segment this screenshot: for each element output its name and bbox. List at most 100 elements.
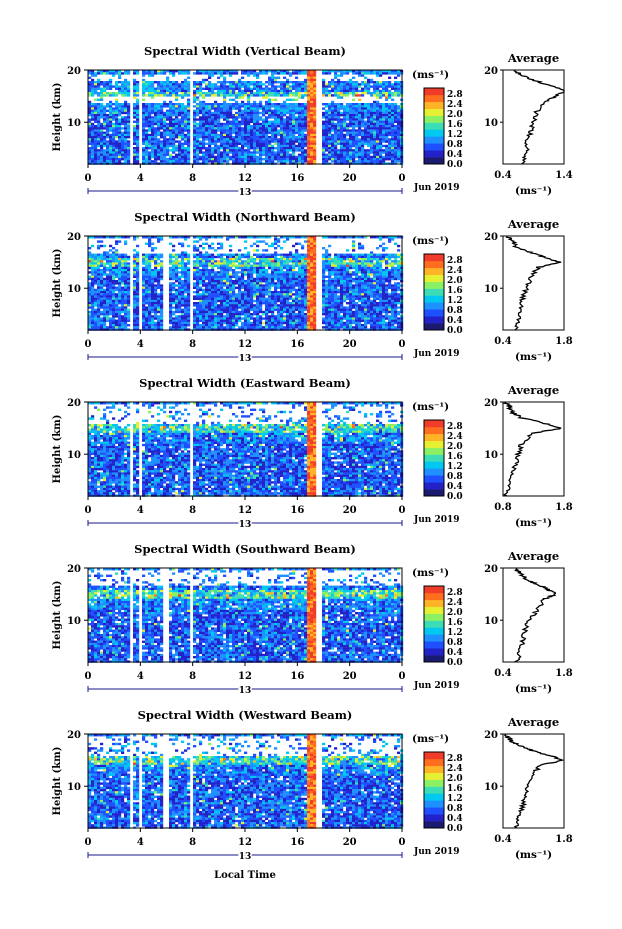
heatmap-cell bbox=[214, 103, 217, 105]
heatmap-cell bbox=[109, 143, 112, 145]
heatmap-cell bbox=[106, 81, 109, 83]
heatmap-cell bbox=[100, 158, 103, 160]
heatmap-cell bbox=[238, 138, 241, 140]
heatmap-cell bbox=[199, 151, 202, 153]
heatmap-cell bbox=[115, 116, 118, 118]
heatmap-cell bbox=[121, 116, 124, 118]
heatmap-cell bbox=[175, 149, 178, 151]
heatmap-cell bbox=[202, 147, 205, 149]
heatmap-cell bbox=[91, 143, 94, 145]
heatmap-cell bbox=[205, 143, 208, 145]
heatmap-cell bbox=[196, 96, 199, 98]
heatmap-cell bbox=[106, 158, 109, 160]
heatmap-cell bbox=[187, 83, 190, 85]
heatmap-cell bbox=[223, 123, 226, 125]
heatmap-cell bbox=[223, 103, 226, 105]
heatmap-cell bbox=[94, 156, 97, 158]
heatmap-cell bbox=[199, 156, 202, 158]
heatmap-cell bbox=[220, 81, 223, 83]
heatmap-cell bbox=[112, 116, 115, 118]
heatmap-cell bbox=[244, 151, 247, 153]
heatmap-cell bbox=[187, 114, 190, 116]
heatmap-cell bbox=[136, 140, 139, 142]
heatmap-cell bbox=[148, 83, 151, 85]
heatmap-cell bbox=[97, 123, 100, 125]
heatmap-cell bbox=[157, 83, 160, 85]
heatmap-cell bbox=[103, 145, 106, 147]
heatmap-cell bbox=[172, 143, 175, 145]
heatmap-cell bbox=[235, 129, 238, 131]
heatmap-cell bbox=[94, 149, 97, 151]
heatmap-cell bbox=[235, 156, 238, 158]
heatmap-cell bbox=[181, 160, 184, 162]
heatmap-cell bbox=[133, 94, 136, 96]
heatmap-cell bbox=[202, 138, 205, 140]
heatmap-cell bbox=[91, 147, 94, 149]
heatmap-cell bbox=[148, 88, 151, 90]
heatmap-cell bbox=[193, 72, 196, 74]
heatmap-cell bbox=[229, 110, 232, 112]
heatmap-cell bbox=[103, 72, 106, 74]
heatmap-cell bbox=[178, 83, 181, 85]
heatmap-cell bbox=[151, 123, 154, 125]
heatmap-cell bbox=[217, 138, 220, 140]
heatmap-cell bbox=[211, 103, 214, 105]
heatmap-cell bbox=[172, 103, 175, 105]
heatmap-cell bbox=[223, 77, 226, 79]
heatmap-cell bbox=[157, 118, 160, 120]
heatmap-cell bbox=[217, 125, 220, 127]
heatmap-cell bbox=[208, 114, 211, 116]
heatmap-cell bbox=[196, 92, 199, 94]
heatmap-cell bbox=[181, 127, 184, 129]
heatmap-cell bbox=[175, 136, 178, 138]
heatmap-cell bbox=[247, 94, 250, 96]
heatmap-cell bbox=[160, 145, 163, 147]
heatmap-cell bbox=[223, 105, 226, 107]
heatmap-cell bbox=[151, 121, 154, 123]
heatmap-cell bbox=[154, 145, 157, 147]
heatmap-cell bbox=[244, 149, 247, 151]
heatmap-cell bbox=[202, 140, 205, 142]
heatmap-cell bbox=[229, 158, 232, 160]
heatmap-cell bbox=[133, 151, 136, 153]
heatmap-cell bbox=[232, 121, 235, 123]
heatmap-cell bbox=[235, 83, 238, 85]
heatmap-cell bbox=[211, 92, 214, 94]
heatmap-cell bbox=[109, 129, 112, 131]
heatmap-cell bbox=[103, 94, 106, 96]
heatmap-cell bbox=[142, 143, 145, 145]
heatmap-cell bbox=[142, 125, 145, 127]
heatmap-cell bbox=[187, 121, 190, 123]
heatmap-cell bbox=[250, 72, 253, 74]
heatmap-cell bbox=[196, 129, 199, 131]
heatmap-cell bbox=[151, 145, 154, 147]
heatmap-cell bbox=[247, 147, 250, 149]
heatmap-cell bbox=[172, 147, 175, 149]
heatmap-cell bbox=[223, 99, 226, 101]
heatmap-cell bbox=[199, 72, 202, 74]
heatmap-cell bbox=[241, 123, 244, 125]
heatmap-cell bbox=[223, 81, 226, 83]
heatmap-cell bbox=[121, 85, 124, 87]
heatmap-cell bbox=[178, 121, 181, 123]
heatmap-cell bbox=[184, 112, 187, 114]
heatmap-cell bbox=[169, 88, 172, 90]
heatmap-cell bbox=[214, 101, 217, 103]
heatmap-cell bbox=[196, 81, 199, 83]
heatmap-cell bbox=[247, 99, 250, 101]
heatmap-cell bbox=[229, 74, 232, 76]
heatmap-cell bbox=[172, 83, 175, 85]
heatmap-cell bbox=[172, 112, 175, 114]
heatmap-cell bbox=[238, 83, 241, 85]
heatmap-cell bbox=[184, 149, 187, 151]
heatmap-cell bbox=[208, 143, 211, 145]
heatmap-cell bbox=[151, 92, 154, 94]
heatmap-cell bbox=[154, 110, 157, 112]
heatmap-cell bbox=[100, 154, 103, 156]
heatmap-cell bbox=[193, 96, 196, 98]
heatmap-cell bbox=[247, 72, 250, 74]
heatmap-cell bbox=[100, 83, 103, 85]
heatmap-cell bbox=[172, 125, 175, 127]
heatmap-cell bbox=[109, 112, 112, 114]
heatmap-cell bbox=[151, 125, 154, 127]
